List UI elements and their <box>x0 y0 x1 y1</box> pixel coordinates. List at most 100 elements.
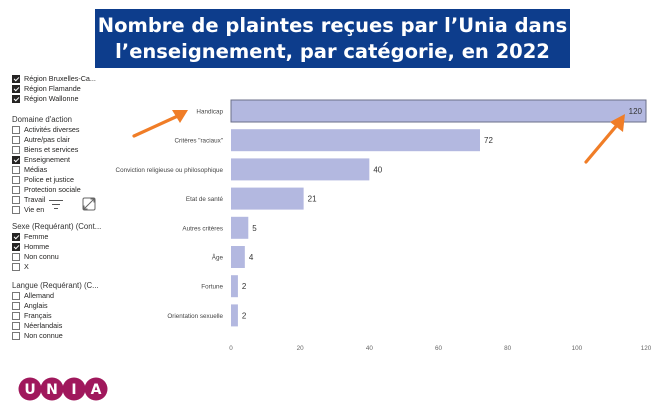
checkbox-checked[interactable] <box>12 95 20 103</box>
category-label: Orientation sexuelle <box>167 313 223 320</box>
logo-circle <box>40 377 64 401</box>
title-line-2: l’enseignement, par catégorie, en 2022 <box>115 40 550 63</box>
arrow-annotation-left <box>132 110 188 138</box>
filter-option[interactable]: Femme <box>12 232 112 242</box>
logo-circle <box>84 377 108 401</box>
x-tick-label: 60 <box>435 345 443 352</box>
filter-option[interactable]: Enseignement <box>12 155 112 165</box>
data-label: 5 <box>252 224 257 233</box>
data-label: 4 <box>249 253 254 262</box>
checkbox-checked[interactable] <box>12 75 20 83</box>
filter-option-label: Femme <box>24 232 49 241</box>
checkbox[interactable] <box>12 332 20 340</box>
checkbox[interactable] <box>12 196 20 204</box>
filter-option[interactable]: Protection sociale <box>12 185 112 195</box>
data-label: 72 <box>484 136 493 145</box>
category-label: Conviction religieuse ou philosophique <box>116 167 224 174</box>
bar <box>231 129 480 152</box>
category-label: Critères "raciaux" <box>174 138 223 145</box>
filter-option-label: Médias <box>24 165 48 174</box>
filter-option[interactable]: Non connu <box>12 252 112 262</box>
checkbox-checked[interactable] <box>12 156 20 164</box>
checkbox[interactable] <box>12 126 20 134</box>
data-label: 2 <box>242 311 247 320</box>
data-label: 21 <box>308 195 317 204</box>
checkbox[interactable] <box>12 263 20 271</box>
filter-option[interactable]: Anglais <box>12 301 112 311</box>
category-label: Handicap <box>196 109 223 116</box>
bar <box>231 216 249 239</box>
logo-letter: N <box>46 382 58 398</box>
filter-option-label: Vie en <box>24 205 45 214</box>
filter-option-label: Région Wallonne <box>24 94 79 103</box>
checkbox[interactable] <box>12 186 20 194</box>
checkbox-checked[interactable] <box>12 233 20 241</box>
checkbox[interactable] <box>12 302 20 310</box>
expand-icon[interactable] <box>82 197 96 211</box>
filter-option[interactable]: Non connue <box>12 331 112 341</box>
data-label: 40 <box>373 165 382 174</box>
filter-option-label: Protection sociale <box>24 185 81 194</box>
checkbox[interactable] <box>12 166 20 174</box>
checkbox-checked[interactable] <box>12 85 20 93</box>
category-label: Etat de santé <box>186 196 224 203</box>
logo-letter: U <box>24 382 35 398</box>
checkbox[interactable] <box>12 146 20 154</box>
checkbox[interactable] <box>12 253 20 261</box>
filter-option-label: Enseignement <box>24 155 70 164</box>
checkbox[interactable] <box>12 322 20 330</box>
filter-option-label: Non connue <box>24 331 63 340</box>
filter-group-title: Domaine d'action <box>12 115 72 124</box>
data-label: 120 <box>629 107 643 116</box>
filter-group-domaine: Domaine d'action Activités diverses Autre… <box>12 115 112 215</box>
filter-option[interactable]: Allemand <box>12 291 112 301</box>
checkbox[interactable] <box>12 136 20 144</box>
filter-option-label: Autre/pas clair <box>24 135 70 144</box>
filter-option[interactable]: Biens et services <box>12 145 112 155</box>
filter-group-sexe: Sexe (Requérant) (Cont... Femme Homme Non … <box>12 222 112 272</box>
bar <box>231 275 238 298</box>
title-line-1: Nombre de plaintes reçues par l’Unia dan… <box>97 14 568 37</box>
checkbox[interactable] <box>12 176 20 184</box>
bar <box>231 187 304 210</box>
logo-letter: A <box>91 382 102 398</box>
arrow-annotation-right <box>584 114 625 164</box>
bar <box>231 246 245 268</box>
title-banner: Nombre de plaintes reçues par l’Unia dan… <box>95 9 570 68</box>
bar <box>231 158 370 181</box>
filter-option[interactable]: Français <box>12 311 112 321</box>
category-label: Âge <box>212 253 224 262</box>
filter-option-label: Région Bruxelles-Ca... <box>24 74 96 83</box>
logo-letter: I <box>71 382 76 398</box>
x-tick-label: 100 <box>572 345 583 352</box>
checkbox-checked[interactable] <box>12 243 20 251</box>
x-tick-label: 120 <box>641 345 652 352</box>
filter-option-label: Homme <box>24 242 50 251</box>
x-tick-label: 0 <box>229 345 233 352</box>
filter-option[interactable]: Vie en <box>12 205 112 215</box>
filter-option-label: Activités diverses <box>24 125 80 134</box>
filter-option[interactable]: Néerlandais <box>12 321 112 331</box>
filter-option[interactable]: Travail <box>12 195 112 205</box>
checkbox[interactable] <box>12 312 20 320</box>
filter-option-label: Anglais <box>24 301 48 310</box>
filter-option[interactable]: Activités diverses <box>12 125 112 135</box>
filter-option-label: Français <box>24 311 52 320</box>
filter-option[interactable]: Médias <box>12 165 112 175</box>
filter-option-label: Travail <box>24 195 46 204</box>
filter-lines-icon[interactable] <box>49 199 63 210</box>
category-label: Autres critères <box>182 225 223 232</box>
checkbox[interactable] <box>12 206 20 214</box>
logo-circle <box>62 377 86 401</box>
x-tick-label: 20 <box>297 345 305 352</box>
filter-option[interactable]: Police et justice <box>12 175 112 185</box>
data-label: 2 <box>242 282 247 291</box>
filter-option[interactable]: X <box>12 262 112 272</box>
filter-option[interactable]: Homme <box>12 242 112 252</box>
checkbox[interactable] <box>12 292 20 300</box>
bar <box>230 99 647 123</box>
filter-option[interactable]: Autre/pas clair <box>12 135 112 145</box>
bar <box>231 304 238 327</box>
